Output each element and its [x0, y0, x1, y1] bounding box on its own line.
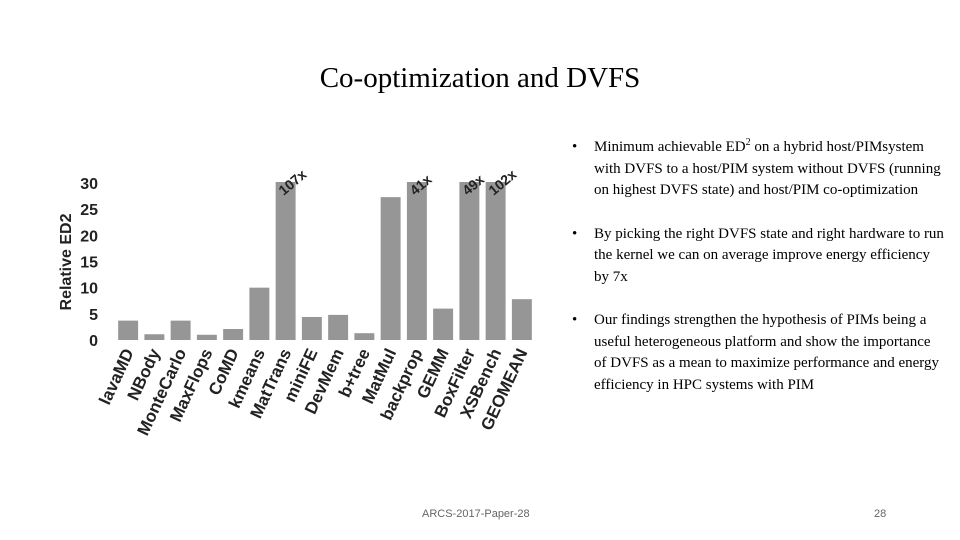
bar: [511, 299, 532, 340]
y-tick-label: 0: [89, 333, 98, 350]
plot-area: [118, 182, 532, 341]
bar: [170, 320, 191, 340]
bar: [196, 334, 217, 340]
bar: [328, 314, 349, 340]
y-tick-label: 10: [80, 281, 98, 298]
bar: [275, 182, 296, 341]
bullet-list: Minimum achievable ED2 on a hybrid host/…: [572, 137, 944, 418]
bullet: Our findings strengthen the hypothesis o…: [572, 310, 944, 396]
bar: [249, 287, 270, 340]
y-axis-label: Relative ED2: [58, 213, 75, 310]
bar: [223, 329, 244, 340]
y-tick-label: 30: [80, 176, 98, 193]
bar: [485, 182, 506, 340]
y-tick-label: 25: [80, 202, 98, 219]
bar: [433, 308, 454, 340]
bullet: Minimum achievable ED2 on a hybrid host/…: [572, 137, 944, 202]
bar: [144, 334, 165, 340]
y-tick-label: 20: [80, 228, 98, 245]
bar: [406, 182, 427, 340]
footer: ARCS-2017-Paper-28: [422, 508, 530, 520]
bar: [380, 197, 401, 340]
y-tick-label: 5: [89, 307, 98, 324]
bullet: By picking the right DVFS state and righ…: [572, 224, 944, 289]
bar: [459, 182, 480, 341]
bullet-text: Minimum achievable ED: [594, 139, 746, 155]
page-number: 28: [874, 508, 887, 520]
bar: [354, 333, 375, 340]
bar: [301, 316, 322, 340]
slide-title: Co-optimization and DVFS: [319, 62, 641, 94]
y-tick-label: 15: [80, 255, 98, 272]
bullet-text: on a hybrid host/PIMsystem with DVFS to …: [594, 139, 941, 198]
bullet-text: 2: [745, 137, 751, 148]
bullet-text: Our findings strengthen the hypothesis o…: [594, 312, 940, 393]
bar: [118, 320, 139, 340]
bullet-text: By picking the right DVFS state and righ…: [594, 225, 944, 285]
